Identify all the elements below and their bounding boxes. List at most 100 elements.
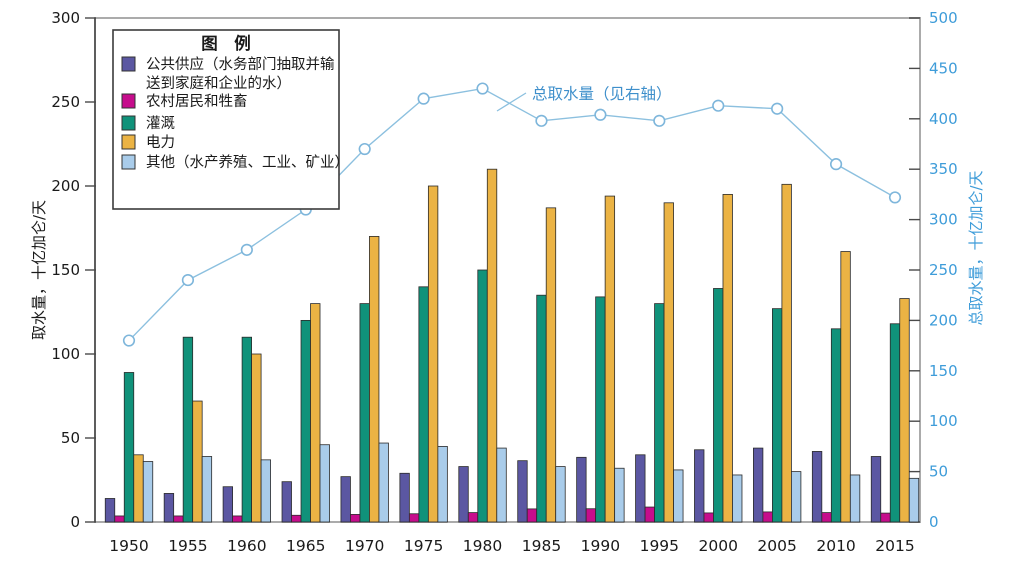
bar-1985-series0 xyxy=(517,460,528,523)
right-axis-tick-label: 200 xyxy=(929,311,958,329)
legend-swatch-series4 xyxy=(121,154,136,170)
bar-2010-series0 xyxy=(811,451,823,523)
bar-1965-series2 xyxy=(300,319,311,523)
line-marker-1985 xyxy=(535,114,548,127)
legend-label-series0: 公共供应（水务部门抽取并输 xyxy=(146,55,335,73)
bar-1995-series1 xyxy=(644,506,655,523)
x-axis-year-label: 1975 xyxy=(404,537,443,555)
x-axis-year-label: 1970 xyxy=(345,537,384,555)
left-axis-tick-label: 0 xyxy=(70,513,80,531)
bar-1995-series3 xyxy=(663,202,674,523)
right-axis-tick-label: 450 xyxy=(929,59,958,77)
bar-1970-series1 xyxy=(350,514,361,523)
left-axis-title: 取水量，十亿加仑/天 xyxy=(30,200,48,340)
bar-1975-series2 xyxy=(418,286,429,523)
x-axis-year-label: 1955 xyxy=(168,537,207,555)
x-axis-year-label: 2000 xyxy=(699,537,738,555)
line-marker-2005 xyxy=(771,102,784,115)
line-marker-1980 xyxy=(476,82,489,95)
bar-1990-series0 xyxy=(576,456,587,523)
x-axis-year-label: 1990 xyxy=(581,537,620,555)
bar-1990-series2 xyxy=(595,296,606,523)
line-marker-1995 xyxy=(653,114,666,127)
annotation-leader-line xyxy=(496,92,527,112)
bar-1950-series4 xyxy=(142,461,154,523)
right-axis-tick-label: 250 xyxy=(929,261,958,279)
bar-1960-series0 xyxy=(222,486,233,523)
x-axis-year-label: 2015 xyxy=(875,537,914,555)
right-axis-title: 总取水量，十亿加仑/天 xyxy=(967,170,985,325)
bar-2015-series4 xyxy=(908,477,920,523)
x-axis-year-label: 1965 xyxy=(286,537,325,555)
line-marker-1960 xyxy=(240,243,253,256)
bar-2005-series4 xyxy=(791,471,802,523)
bar-2000-series4 xyxy=(732,474,743,523)
total-withdrawal-line xyxy=(128,87,896,342)
line-marker-2000 xyxy=(712,99,725,112)
bar-1975-series0 xyxy=(399,472,410,523)
bar-1965-series4 xyxy=(319,444,330,523)
left-axis-tick-label: 100 xyxy=(51,345,80,363)
bar-1990-series1 xyxy=(585,508,597,523)
line-marker-1990 xyxy=(594,108,607,121)
bar-1980-series4 xyxy=(496,447,507,523)
bar-1985-series2 xyxy=(536,294,547,523)
left-axis-tick-label: 150 xyxy=(51,261,80,279)
bar-1985-series3 xyxy=(545,207,557,523)
bar-1975-series1 xyxy=(408,513,420,523)
bar-1995-series4 xyxy=(673,469,684,523)
legend-label-series3: 电力 xyxy=(146,134,175,151)
bar-1970-series0 xyxy=(340,476,351,523)
bar-1960-series3 xyxy=(251,353,262,523)
bar-2015-series1 xyxy=(880,512,891,523)
bar-1975-series3 xyxy=(427,185,439,523)
legend-label-series1: 农村居民和牲畜 xyxy=(146,93,248,110)
bar-1980-series3 xyxy=(486,168,498,523)
bar-2010-series1 xyxy=(821,512,832,523)
x-axis-year-label: 1960 xyxy=(227,537,266,555)
bar-1965-series3 xyxy=(310,303,321,523)
bar-1990-series4 xyxy=(614,467,625,523)
line-annotation-label: 总取水量（见右轴） xyxy=(532,85,672,103)
line-marker-2010 xyxy=(829,158,843,171)
right-axis-tick-label: 100 xyxy=(929,412,958,430)
right-axis-tick-label: 400 xyxy=(929,110,958,128)
bar-1960-series4 xyxy=(260,459,271,523)
bar-2015-series2 xyxy=(889,323,901,523)
bar-1950-series3 xyxy=(133,454,144,523)
bar-1950-series2 xyxy=(123,372,135,523)
line-marker-1950 xyxy=(122,334,136,347)
x-axis-year-label: 1950 xyxy=(109,537,148,555)
bar-2010-series2 xyxy=(830,328,842,523)
right-axis-tick-label: 300 xyxy=(929,211,958,229)
bar-1980-series2 xyxy=(477,269,488,523)
left-axis-tick-label: 300 xyxy=(51,9,80,27)
legend-swatch-series3 xyxy=(121,134,136,150)
x-axis-year-label: 1985 xyxy=(522,537,561,555)
line-marker-2015 xyxy=(888,191,902,204)
line-marker-1970 xyxy=(358,142,371,156)
bar-2010-series3 xyxy=(840,251,851,523)
bar-1965-series1 xyxy=(291,514,302,523)
right-axis-tick-label: 350 xyxy=(929,160,958,178)
left-axis-tick-label: 50 xyxy=(61,429,80,447)
bar-1970-series2 xyxy=(359,303,370,523)
legend-label-series0: 送到家庭和企业的水） xyxy=(146,74,291,92)
bar-2005-series1 xyxy=(762,511,773,523)
bar-2010-series4 xyxy=(849,474,861,523)
bar-1955-series4 xyxy=(201,456,213,523)
right-axis-tick-label: 500 xyxy=(929,9,958,27)
bar-2000-series2 xyxy=(713,288,724,523)
bar-1955-series1 xyxy=(173,515,184,523)
right-axis-tick-label: 50 xyxy=(929,463,948,481)
bar-1985-series1 xyxy=(526,508,538,523)
bar-1980-series1 xyxy=(467,512,479,523)
x-axis-year-label: 1980 xyxy=(463,537,502,555)
right-axis-tick-label: 150 xyxy=(929,362,958,380)
legend-label-series2: 灌溉 xyxy=(146,115,175,132)
bar-1985-series4 xyxy=(555,466,566,523)
x-axis-year-label: 1995 xyxy=(640,537,679,555)
x-axis-year-label: 2010 xyxy=(816,537,855,555)
